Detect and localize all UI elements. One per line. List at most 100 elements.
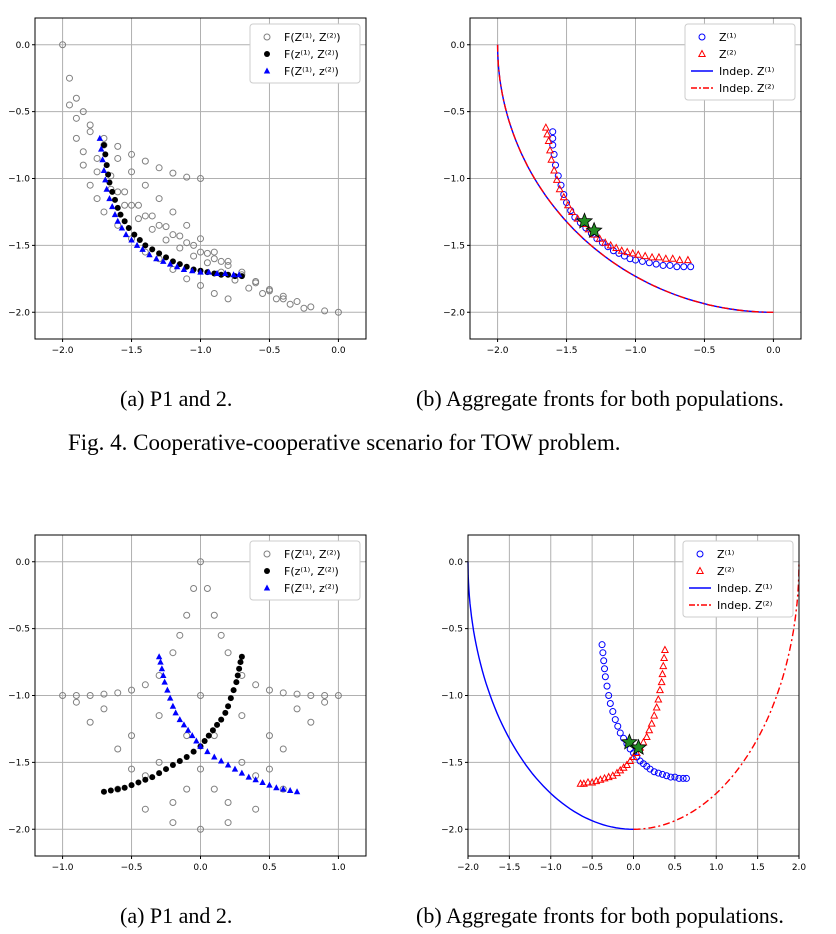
plot-frame [469, 17, 802, 340]
data-point [158, 665, 166, 672]
data-point [169, 799, 177, 806]
legend: F(Z⁽¹⁾, Z⁽²⁾) F(z⁽¹⁾, Z⁽²⁾) F(Z⁽¹⁾, z⁽²⁾) [249, 540, 361, 601]
y-tick-label: −1.5 [441, 758, 463, 768]
series-0 [59, 41, 342, 316]
data-point [136, 237, 143, 244]
data-point [169, 762, 176, 769]
data-point [286, 300, 294, 308]
legend: F(Z⁽¹⁾, Z⁽²⁾) F(z⁽¹⁾, Z⁽²⁾) F(Z⁽¹⁾, z⁽²⁾) [249, 23, 361, 84]
data-point [237, 659, 244, 666]
legend-box [249, 540, 361, 601]
data-point [616, 729, 624, 737]
data-point [628, 248, 637, 257]
data-point [252, 805, 260, 813]
legend-label: Indep. Z⁽¹⁾ [719, 65, 775, 78]
data-point [205, 732, 212, 739]
data-point [135, 779, 142, 786]
data-point [176, 261, 183, 268]
legend-box [684, 23, 796, 101]
data-point [65, 74, 73, 82]
data-point [675, 255, 684, 264]
data-point [654, 252, 663, 261]
data-point [585, 221, 603, 238]
legend-marker [263, 550, 271, 558]
x-tick-label: 0.0 [626, 863, 641, 873]
data-point [141, 681, 149, 689]
data-point [117, 211, 124, 218]
data-point [190, 585, 198, 592]
data-point [266, 781, 273, 788]
data-point [222, 709, 229, 716]
x-tick-label: 0.0 [193, 863, 208, 873]
data-point [160, 257, 167, 264]
series-4 [620, 733, 648, 755]
y-tick-label: −0.5 [443, 108, 465, 118]
data-point [160, 671, 167, 678]
data-point [180, 265, 188, 272]
data-point [658, 669, 667, 678]
data-point [550, 150, 558, 158]
series-3 [496, 44, 774, 313]
data-point [210, 255, 218, 263]
data-point [682, 774, 690, 782]
data-point [169, 231, 177, 239]
indep-z2-curve [496, 44, 774, 313]
data-point [197, 175, 204, 182]
data-point [176, 244, 184, 252]
data-point [183, 263, 190, 270]
data-point [334, 308, 342, 316]
data-point [86, 692, 94, 699]
data-point [114, 217, 121, 224]
data-point [675, 774, 683, 782]
y-tick-label: −1.0 [8, 175, 30, 185]
data-point [183, 221, 191, 229]
data-point [99, 156, 106, 163]
data-point [163, 766, 170, 773]
data-point [98, 145, 105, 152]
data-point [103, 162, 110, 169]
data-point [279, 745, 287, 753]
data-point [648, 252, 657, 261]
data-point [157, 658, 164, 665]
data-point [252, 776, 259, 783]
legend-label: Z⁽²⁾ [717, 565, 735, 578]
x-tick-label: −1.5 [556, 346, 578, 356]
data-point [210, 732, 218, 740]
data-point [183, 173, 191, 181]
data-point [321, 692, 329, 699]
legend-marker [698, 33, 706, 41]
data-point [224, 761, 232, 768]
data-point [163, 254, 170, 261]
series-3 [633, 561, 800, 830]
data-point [224, 649, 232, 657]
data-point [72, 692, 80, 699]
data-point [128, 686, 136, 694]
data-point [599, 649, 607, 657]
data-point [596, 775, 605, 783]
data-point [107, 787, 114, 794]
data-point [217, 257, 225, 265]
data-point [197, 268, 204, 275]
data-point [146, 251, 153, 258]
data-point [217, 757, 225, 764]
data-point [611, 716, 619, 724]
data-point [272, 295, 280, 303]
data-point [671, 773, 679, 781]
data-point [654, 769, 662, 777]
data-point [197, 765, 204, 773]
legend-marker [263, 33, 271, 41]
data-point [622, 760, 631, 769]
data-point [224, 261, 232, 269]
data-point [169, 169, 177, 177]
data-point [218, 716, 225, 723]
data-point [683, 255, 692, 264]
data-point [222, 269, 229, 276]
x-tick-label: 0.5 [262, 863, 276, 873]
data-point [659, 661, 668, 670]
data-point [234, 672, 241, 679]
x-tick-label: −0.5 [581, 863, 603, 873]
data-point [549, 134, 557, 142]
x-tick-label: 2.0 [792, 863, 807, 873]
data-point [606, 700, 614, 708]
data-point [149, 774, 156, 781]
